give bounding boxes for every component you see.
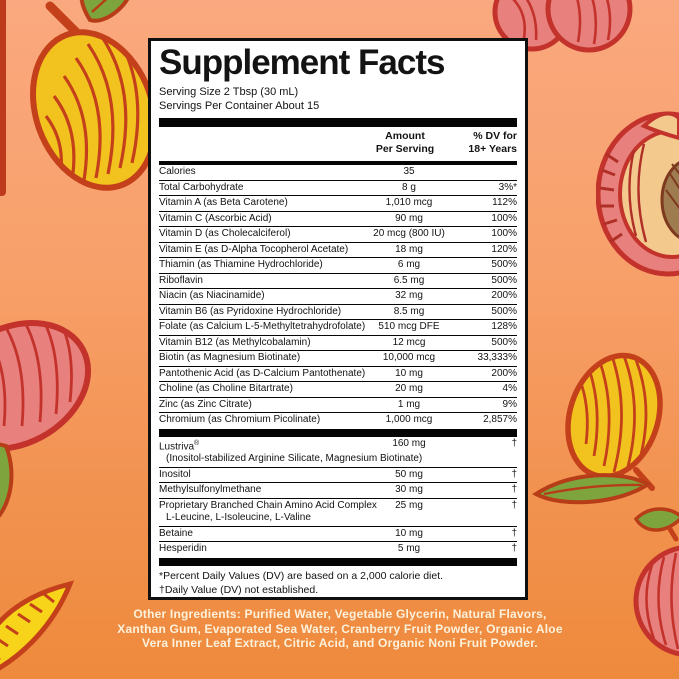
supplement-facts-panel: Supplement Facts Serving Size 2 Tbsp (30…	[148, 38, 528, 600]
table-row: Riboflavin 6.5 mg 500%	[159, 272, 517, 289]
table-row: Zinc (as Zinc Citrate) 1 mg 9%	[159, 396, 517, 413]
table-row: Vitamin D (as Cholecalciferol) 20 mcg (80…	[159, 226, 517, 242]
daily-value-note: *Percent Daily Values (DV) are based on …	[159, 569, 444, 582]
peach-with-leaf-icon	[0, 314, 92, 518]
table-row: Vitamin C (Ascorbic Acid) 90 mg 100%	[159, 210, 517, 227]
table-row: Vitamin A (as Beta Carotene) 1,010 mcg 112…	[159, 195, 517, 211]
table-row: Niacin (as Niacinamide) 32 mg 200%	[159, 288, 517, 304]
table-row: Lustriva® (Inositol-stabilized Arginine S…	[159, 437, 517, 465]
table-row: Total Carbohydrate 8 g 3%*	[159, 179, 517, 196]
table-row: Hesperidin 5 mg †	[159, 541, 517, 557]
mango-with-leaf-icon	[532, 352, 663, 505]
table-row: Vitamin E (as D-Alpha Tocopherol Acetate…	[159, 241, 517, 258]
divider-thick	[159, 557, 517, 566]
table-row: Thiamin (as Thiamine Hydrochloride) 6 mg 5…	[159, 257, 517, 273]
divider-medium	[159, 161, 517, 165]
table-row: Chromium (as Chromium Picolinate) 1,000 m…	[159, 412, 517, 428]
servings-per-container: Servings Per Container About 15	[159, 100, 320, 112]
mango-slice-icon	[0, 580, 75, 671]
dagger-note: †Daily Value (DV) not established.	[159, 583, 319, 596]
cropped-fruit-edge	[0, 0, 6, 196]
panel-title: Supplement Facts	[159, 43, 445, 82]
table-row: Vitamin B12 (as Methylcobalamin) 12 mcg 50…	[159, 334, 517, 351]
table-row: Betaine 10 mg †	[159, 525, 517, 542]
table-row: Folate (as Calcium L-5-Methyltetrahydrof…	[159, 319, 517, 335]
table-row: Pantothenic Acid (as D-Calcium Pantothen…	[159, 365, 517, 382]
table-row: Methylsulfonylmethane 30 mg †	[159, 482, 517, 498]
peach-half-icon	[596, 111, 679, 277]
table-row: Proprietary Branched Chain Amino Acid Co…	[159, 497, 517, 526]
column-headers: Amount Per Serving % DV for 18+ Years	[159, 130, 517, 159]
table-row: Choline (as Choline Bitartrate) 20 mg 4%	[159, 381, 517, 397]
other-ingredients-text: Other Ingredients: Purified Water, Veget…	[117, 607, 563, 650]
footnotes: *Percent Daily Values (DV) are based on …	[159, 566, 517, 597]
peach-leaf-icon	[633, 507, 679, 657]
peach-icon	[492, 0, 633, 53]
divider-thick	[159, 428, 517, 437]
table-row: Vitamin B6 (as Pyridoxine Hydrochloride)…	[159, 303, 517, 320]
serving-size: Serving Size 2 Tbsp (30 mL)	[159, 86, 299, 98]
dv-column-header: % DV for 18+ Years	[468, 130, 517, 155]
nutrient-table: Calories 35 Total Carbohydrate 8 g 3%* Vitami…	[159, 165, 517, 428]
table-row: Inositol 50 mg †	[159, 466, 517, 483]
other-ingredient-table: Lustriva® (Inositol-stabilized Arginine S…	[159, 437, 517, 557]
amount-column-header: Amount Per Serving	[375, 130, 435, 155]
divider-thick	[159, 118, 517, 127]
mango-icon	[30, 0, 158, 191]
table-row: Calories 35	[159, 166, 415, 177]
table-row: Biotin (as Magnesium Biotinate) 10,000 mc…	[159, 350, 517, 366]
